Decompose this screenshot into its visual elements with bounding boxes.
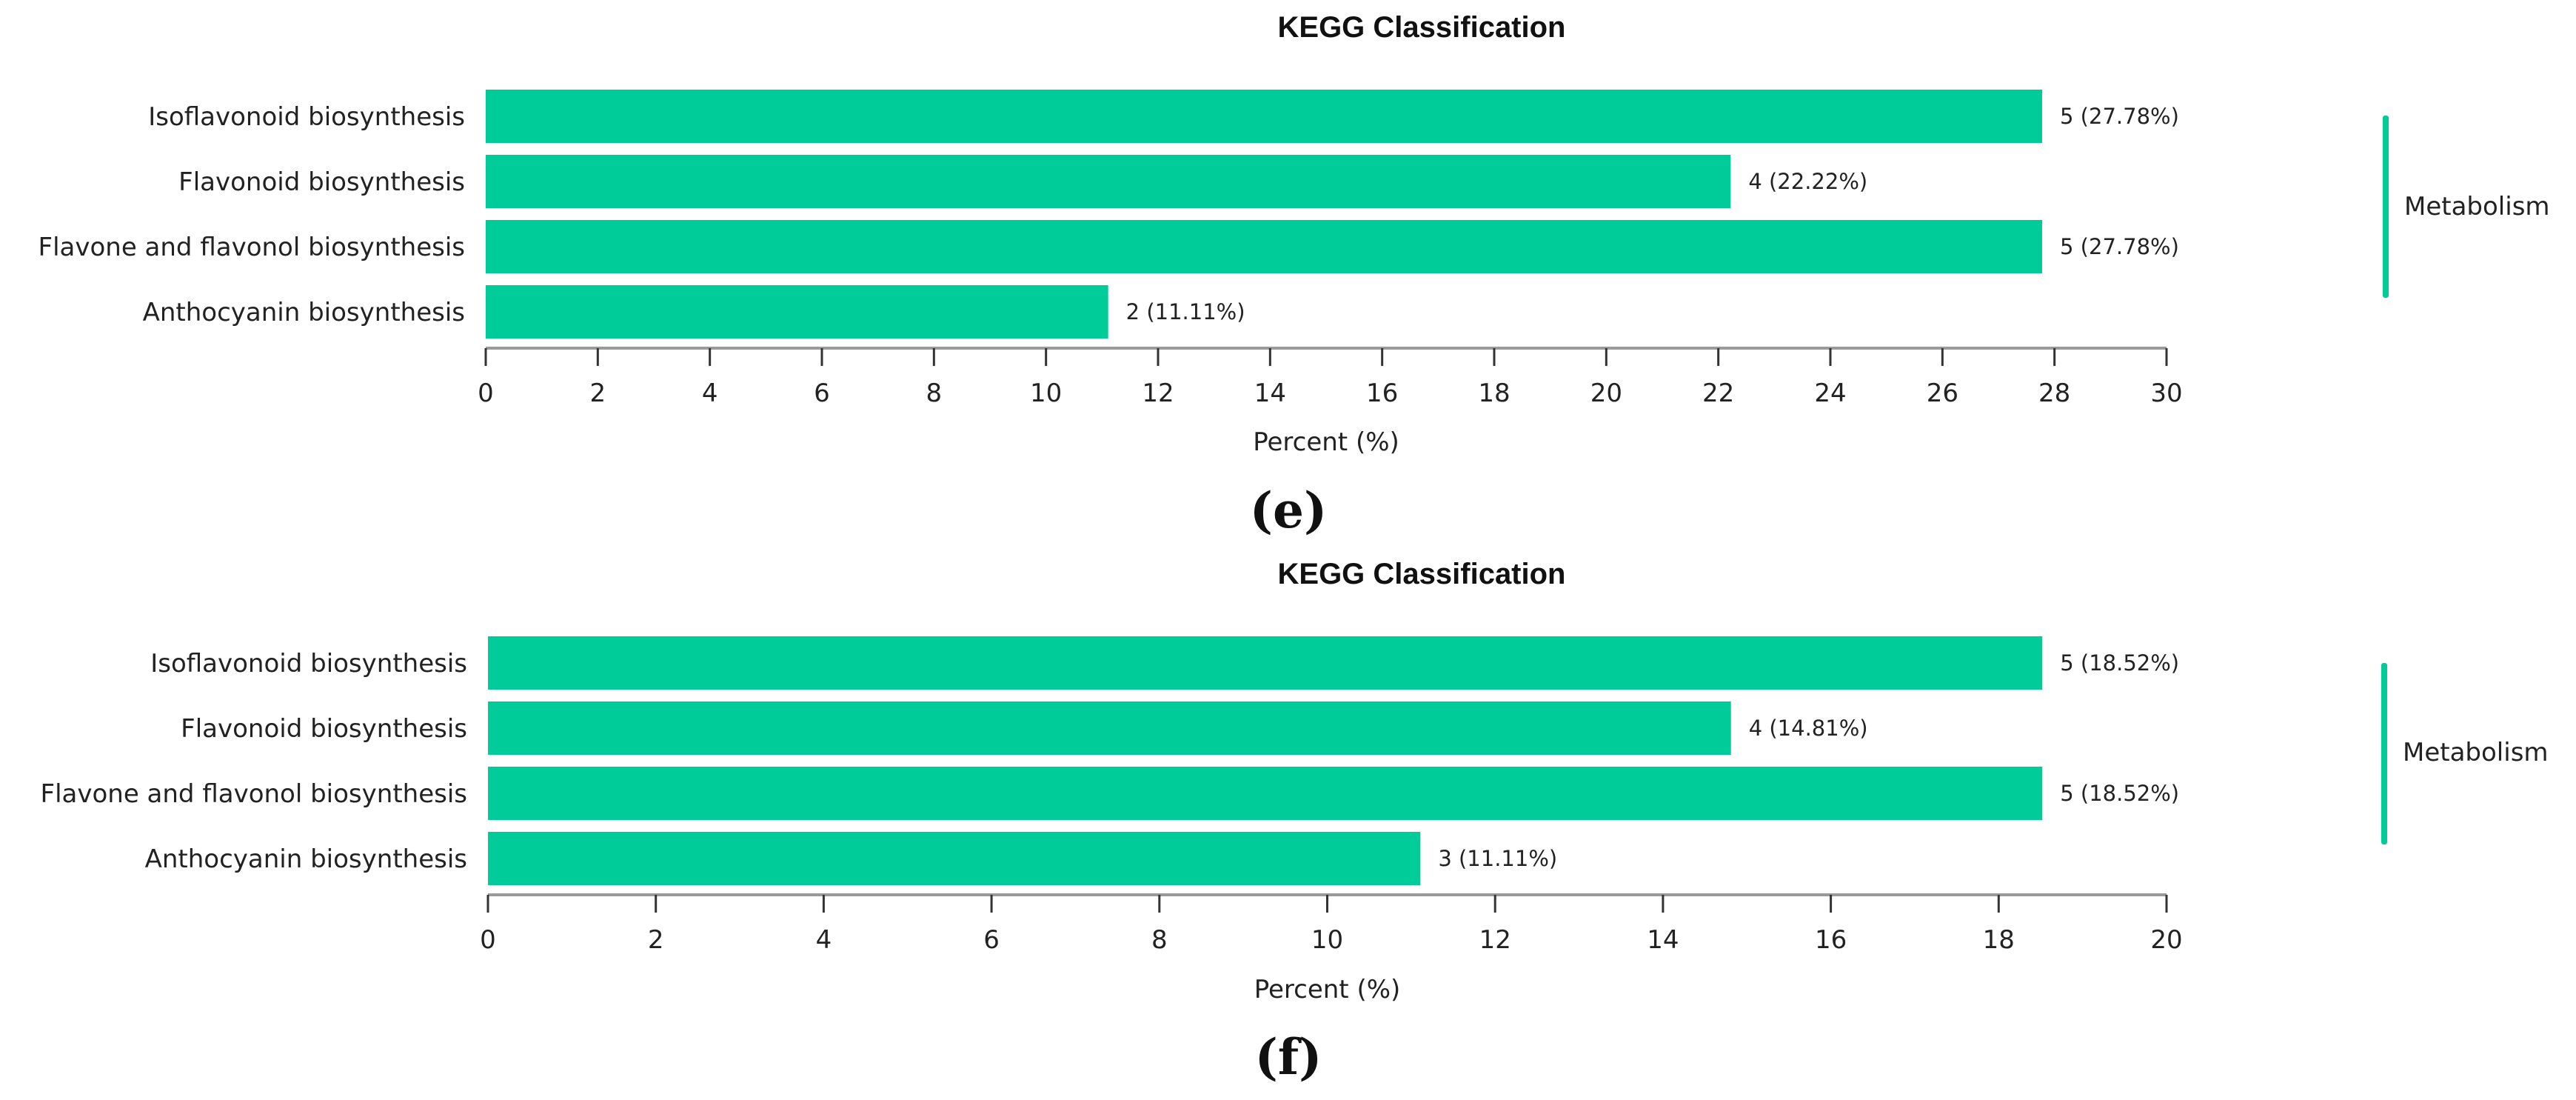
x-tick-label: 18 <box>1478 379 1510 408</box>
category-label: Isoflavonoid biosynthesis <box>148 102 465 132</box>
bar <box>486 220 2043 273</box>
data-label: 3 (11.11%) <box>1438 846 1557 871</box>
category-label: Flavonoid biosynthesis <box>178 167 465 197</box>
x-axis-label: Percent (%) <box>1253 427 1399 457</box>
x-tick-label: 24 <box>1814 379 1846 408</box>
x-tick-label: 22 <box>1702 379 1734 408</box>
x-tick-label: 6 <box>814 379 830 408</box>
x-tick-label: 18 <box>1983 925 2015 955</box>
category-label: Flavone and flavonol biosynthesis <box>39 233 465 262</box>
group-bracket <box>2383 116 2389 298</box>
bar <box>488 767 2043 820</box>
data-label: 5 (27.78%) <box>2060 234 2179 259</box>
category-label: Anthocyanin biosynthesis <box>143 298 465 327</box>
category-label: Flavonoid biosynthesis <box>181 714 467 744</box>
data-label: 5 (18.52%) <box>2060 781 2179 806</box>
chart-title: KEGG Classification <box>1278 11 1566 44</box>
x-tick-label: 0 <box>480 925 496 955</box>
x-tick-label: 16 <box>1815 925 1847 955</box>
x-tick-label: 20 <box>2150 925 2182 955</box>
category-label: Anthocyanin biosynthesis <box>145 844 467 874</box>
bar <box>488 832 1421 885</box>
data-label: 5 (27.78%) <box>2060 104 2179 129</box>
group-label: Metabolism <box>2403 738 2549 767</box>
x-tick-label: 2 <box>590 379 606 408</box>
x-tick-label: 2 <box>648 925 664 955</box>
x-tick-label: 12 <box>1142 379 1174 408</box>
group-label: Metabolism <box>2404 192 2550 221</box>
bar <box>486 285 1108 339</box>
x-tick-label: 12 <box>1479 925 1511 955</box>
data-label: 5 (18.52%) <box>2060 650 2179 676</box>
x-tick-label: 8 <box>926 379 943 408</box>
x-tick-label: 30 <box>2150 379 2182 408</box>
panel-label: (e) <box>1250 481 1327 539</box>
x-tick-label: 4 <box>702 379 718 408</box>
x-tick-label: 26 <box>1927 379 1958 408</box>
data-label: 4 (14.81%) <box>1749 716 1868 741</box>
category-label: Isoflavonoid biosynthesis <box>150 649 467 679</box>
x-tick-label: 20 <box>1590 379 1622 408</box>
chart-panel-e: KEGG Classification Isoflavonoid biosynth… <box>39 11 2550 539</box>
group-bracket <box>2381 663 2387 844</box>
data-label: 2 (11.11%) <box>1126 299 1245 324</box>
bar <box>488 636 2043 690</box>
bar <box>486 155 1731 208</box>
x-tick-label: 8 <box>1151 925 1168 955</box>
bar <box>486 90 2043 143</box>
bar <box>488 701 1731 755</box>
x-tick-label: 16 <box>1366 379 1398 408</box>
x-tick-label: 0 <box>478 379 494 408</box>
x-tick-label: 4 <box>816 925 832 955</box>
panel-label: (f) <box>1255 1028 1322 1086</box>
data-label: 4 (22.22%) <box>1748 169 1867 194</box>
x-axis-label: Percent (%) <box>1254 975 1401 1004</box>
x-tick-label: 14 <box>1254 379 1286 408</box>
x-tick-label: 10 <box>1030 379 1062 408</box>
category-label: Flavone and flavonol biosynthesis <box>41 779 467 809</box>
x-tick-label: 28 <box>2038 379 2070 408</box>
chart-title: KEGG Classification <box>1278 558 1566 590</box>
x-tick-label: 14 <box>1647 925 1679 955</box>
x-tick-label: 10 <box>1311 925 1343 955</box>
chart-panel-f: KEGG Classification Isoflavonoid biosynth… <box>41 558 2549 1086</box>
x-tick-label: 6 <box>983 925 1000 955</box>
